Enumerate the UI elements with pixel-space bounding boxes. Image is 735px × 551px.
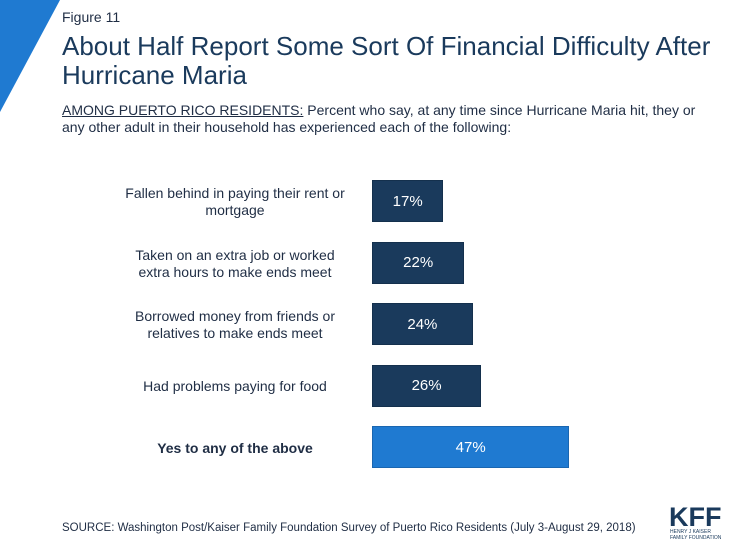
bar-chart: Fallen behind in paying their rent or mor… <box>0 168 735 478</box>
figure-label: Figure 11 <box>62 9 121 25</box>
category-label-text: Borrowed money from friends or relatives … <box>135 308 335 341</box>
bar-row: Had problems paying for food 26% <box>0 364 735 409</box>
bar-value-label: 22% <box>403 254 434 271</box>
category-label-text: Yes to any of the above <box>157 439 313 456</box>
category-label: Taken on an extra job or worked extra hou… <box>110 242 360 286</box>
category-label: Had problems paying for food <box>110 365 360 409</box>
category-label: Fallen behind in paying their rent or mor… <box>110 180 360 224</box>
bar: 17% <box>372 180 444 222</box>
category-label-text: Taken on an extra job or worked extra hou… <box>135 246 335 280</box>
logo-text-line2: FAMILY FOUNDATION <box>670 535 722 541</box>
subtitle-text: Percent who say, at any time since Hurri… <box>62 102 696 135</box>
bar-row: Yes to any of the above 47% <box>0 426 735 470</box>
category-label: Yes to any of the above <box>110 426 360 470</box>
logo-text-main: KFF <box>669 502 721 532</box>
bar-value-label: 26% <box>411 377 442 394</box>
bar: 47% <box>372 426 570 468</box>
bar-value-label: 47% <box>455 438 486 456</box>
bar: 24% <box>372 303 473 345</box>
bar: 26% <box>372 364 482 407</box>
source-note: SOURCE: Washington Post/Kaiser Family Fo… <box>62 522 636 534</box>
category-label-text: Fallen behind in paying their rent or mor… <box>125 185 345 218</box>
bar: 22% <box>372 241 465 284</box>
kff-logo: KFF HENRY J KAISER FAMILY FOUNDATION <box>669 502 722 541</box>
bar-value-label: 17% <box>392 192 423 210</box>
bar-row: Taken on an extra job or worked extra hou… <box>0 241 735 286</box>
bar-value-label: 24% <box>407 315 438 333</box>
chart-title: About Half Report Some Sort Of Financial… <box>62 31 711 90</box>
bar-row: Borrowed money from friends or relatives … <box>0 303 735 347</box>
category-label-text: Had problems paying for food <box>143 378 327 394</box>
subtitle-lead: AMONG PUERTO RICO RESIDENTS: <box>62 102 304 118</box>
bar-row: Fallen behind in paying their rent or mor… <box>0 180 735 224</box>
chart-subtitle: AMONG PUERTO RICO RESIDENTS: Percent who… <box>62 102 702 136</box>
category-label: Borrowed money from friends or relatives … <box>110 303 360 347</box>
logo-text-line1: HENRY J KAISER <box>670 529 711 535</box>
corner-accent-shape <box>0 0 60 112</box>
